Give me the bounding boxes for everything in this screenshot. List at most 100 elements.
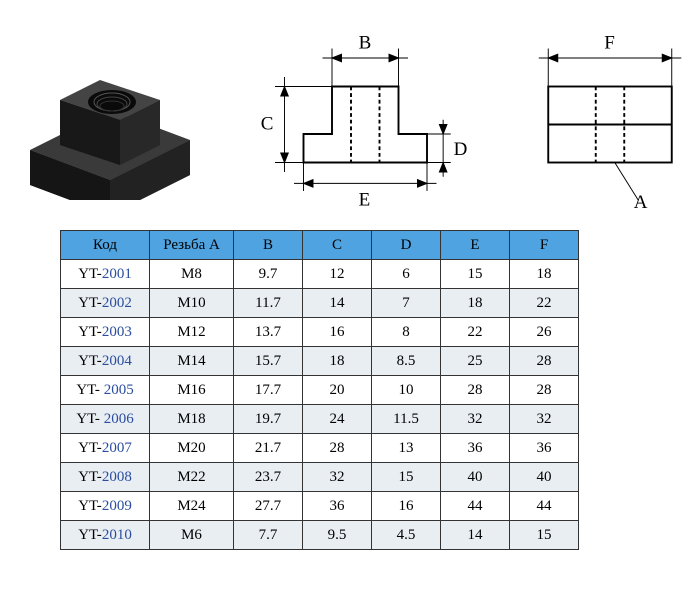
cell-B: 27.7 <box>234 492 303 521</box>
cell-F: 40 <box>510 463 579 492</box>
cell-E: 40 <box>441 463 510 492</box>
table-row: YT-2003M1213.71682226 <box>61 318 579 347</box>
col-header-code: Код <box>61 231 150 260</box>
cell-E: 14 <box>441 521 510 550</box>
cell-F: 28 <box>510 347 579 376</box>
cell-E: 18 <box>441 289 510 318</box>
cell-E: 15 <box>441 260 510 289</box>
cell-B: 15.7 <box>234 347 303 376</box>
cell-D: 16 <box>372 492 441 521</box>
side-diagram: F A <box>530 20 690 210</box>
cell-D: 4.5 <box>372 521 441 550</box>
cell-C: 16 <box>303 318 372 347</box>
cell-code: YT-2008 <box>61 463 150 492</box>
cell-C: 14 <box>303 289 372 318</box>
cell-D: 13 <box>372 434 441 463</box>
cell-C: 12 <box>303 260 372 289</box>
cell-D: 8 <box>372 318 441 347</box>
cell-C: 24 <box>303 405 372 434</box>
cell-E: 36 <box>441 434 510 463</box>
cell-C: 9.5 <box>303 521 372 550</box>
cell-code: YT-2003 <box>61 318 150 347</box>
tnut-photo <box>20 30 200 200</box>
table-row: YT-2004M1415.7188.52528 <box>61 347 579 376</box>
cell-D: 6 <box>372 260 441 289</box>
cell-thread: M8 <box>150 260 234 289</box>
cell-B: 7.7 <box>234 521 303 550</box>
col-header-F: F <box>510 231 579 260</box>
cell-D: 8.5 <box>372 347 441 376</box>
cell-F: 15 <box>510 521 579 550</box>
cell-D: 7 <box>372 289 441 318</box>
cell-code: YT- 2005 <box>61 376 150 405</box>
cell-B: 11.7 <box>234 289 303 318</box>
table-row: YT-2007M2021.728133636 <box>61 434 579 463</box>
cell-F: 36 <box>510 434 579 463</box>
cell-code: YT-2004 <box>61 347 150 376</box>
cell-code: YT-2001 <box>61 260 150 289</box>
table-header: КодРезьба ABCDEF <box>61 231 579 260</box>
cell-thread: M18 <box>150 405 234 434</box>
cell-B: 9.7 <box>234 260 303 289</box>
cell-C: 32 <box>303 463 372 492</box>
col-header-D: D <box>372 231 441 260</box>
col-header-B: B <box>234 231 303 260</box>
cell-thread: M20 <box>150 434 234 463</box>
dim-F: F <box>604 33 615 54</box>
cell-thread: M6 <box>150 521 234 550</box>
cell-C: 20 <box>303 376 372 405</box>
cell-B: 13.7 <box>234 318 303 347</box>
cell-code: YT-2009 <box>61 492 150 521</box>
cell-F: 44 <box>510 492 579 521</box>
cell-F: 32 <box>510 405 579 434</box>
cell-thread: M12 <box>150 318 234 347</box>
cell-thread: M24 <box>150 492 234 521</box>
cell-B: 23.7 <box>234 463 303 492</box>
table-row: YT-2001M89.71261518 <box>61 260 579 289</box>
cell-B: 19.7 <box>234 405 303 434</box>
dim-A: A <box>634 192 648 210</box>
cell-E: 32 <box>441 405 510 434</box>
cell-code: YT- 2006 <box>61 405 150 434</box>
table-row: YT-2002M1011.71471822 <box>61 289 579 318</box>
cell-E: 44 <box>441 492 510 521</box>
cell-C: 18 <box>303 347 372 376</box>
cell-E: 22 <box>441 318 510 347</box>
table-row: YT- 2006M1819.72411.53232 <box>61 405 579 434</box>
cell-D: 11.5 <box>372 405 441 434</box>
col-header-E: E <box>441 231 510 260</box>
cell-code: YT-2010 <box>61 521 150 550</box>
cell-F: 26 <box>510 318 579 347</box>
cell-thread: M14 <box>150 347 234 376</box>
cell-B: 21.7 <box>234 434 303 463</box>
table-row: YT-2009M2427.736164444 <box>61 492 579 521</box>
dim-B: B <box>359 33 372 54</box>
top-section: B C D E <box>0 0 697 225</box>
cell-thread: M16 <box>150 376 234 405</box>
front-diagram: B C D E <box>240 20 500 210</box>
cell-E: 28 <box>441 376 510 405</box>
cell-thread: M22 <box>150 463 234 492</box>
cell-C: 36 <box>303 492 372 521</box>
dim-C: C <box>261 113 274 134</box>
spec-table: КодРезьба ABCDEF YT-2001M89.71261518YT-2… <box>60 230 579 550</box>
table-row: YT-2010M67.79.54.51415 <box>61 521 579 550</box>
dim-D: D <box>454 139 468 160</box>
dim-E: E <box>359 189 371 210</box>
table-row: YT- 2005M1617.720102828 <box>61 376 579 405</box>
cell-B: 17.7 <box>234 376 303 405</box>
table-body: YT-2001M89.71261518YT-2002M1011.71471822… <box>61 260 579 550</box>
cell-C: 28 <box>303 434 372 463</box>
cell-E: 25 <box>441 347 510 376</box>
cell-D: 10 <box>372 376 441 405</box>
table-row: YT-2008M2223.732154040 <box>61 463 579 492</box>
cell-thread: M10 <box>150 289 234 318</box>
cell-F: 22 <box>510 289 579 318</box>
col-header-thread: Резьба A <box>150 231 234 260</box>
cell-D: 15 <box>372 463 441 492</box>
cell-F: 28 <box>510 376 579 405</box>
cell-code: YT-2002 <box>61 289 150 318</box>
col-header-C: C <box>303 231 372 260</box>
cell-F: 18 <box>510 260 579 289</box>
cell-code: YT-2007 <box>61 434 150 463</box>
